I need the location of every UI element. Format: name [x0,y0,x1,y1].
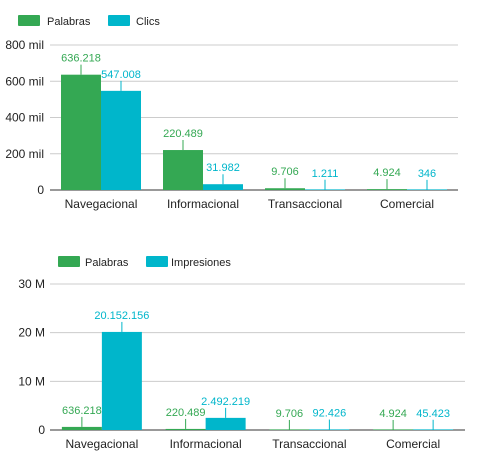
y-tick-label: 10 M [18,374,45,388]
legend-label-palabras: Palabras [85,257,129,269]
data-label: 31.982 [206,162,240,174]
data-label: 220.489 [166,407,206,419]
y-tick-label: 600 mil [5,74,44,88]
x-tick-label-transaccional: Transaccional [272,437,346,451]
data-label: 220.489 [163,128,203,140]
data-label: 92.426 [313,408,347,420]
data-label: 346 [418,168,436,180]
legend-label-palabras: Palabras [47,16,91,28]
bar-impresiones-navegacional [101,331,142,430]
chart-2: 0 10 M 20 M 30 M Palabras Impresiones 636.218 2… [18,256,465,451]
x-tick-label-comercial: Comercial [386,437,440,451]
data-label: 2.492.219 [201,396,250,408]
bar-palabras-transaccional [265,188,305,190]
data-label: 4.924 [373,167,401,179]
bar-clics-informacional [203,184,243,190]
x-tick-label-navegacional: Navegacional [65,197,138,211]
legend-swatch-palabras [18,15,40,26]
x-tick-label-transaccional: Transaccional [268,197,342,211]
data-label: 636.218 [61,53,101,65]
legend-label-impresiones: Impresiones [171,257,231,269]
bar-palabras-informacional [165,428,206,430]
bar-impresiones-transaccional [309,429,350,430]
data-label: 20.152.156 [94,310,149,322]
bar-impresiones-informacional [205,417,246,430]
y-tick-label: 20 M [18,326,45,340]
legend-swatch-impresiones [146,256,168,267]
data-label: 547.008 [101,69,141,81]
x-tick-label-informacional: Informacional [170,437,242,451]
legend-swatch-palabras [58,256,80,267]
y-tick-label: 800 mil [5,38,44,52]
bar-palabras-comercial [367,189,407,190]
bar-palabras-navegacional [61,426,102,430]
x-tick-label-informacional: Informacional [167,197,239,211]
data-label: 45.423 [416,408,450,420]
data-label: 9.706 [271,166,299,178]
bar-palabras-navegacional [61,74,101,190]
y-tick-label: 200 mil [5,147,44,161]
data-label: 4.924 [379,408,407,420]
data-label: 9.706 [276,408,304,420]
y-tick-label: 0 [37,183,44,197]
bar-palabras-informacional [163,150,203,190]
legend-swatch-clics [108,15,130,26]
legend-label-clics: Clics [136,16,160,28]
data-label: 1.211 [312,168,339,180]
y-tick-label: 400 mil [5,111,44,125]
y-tick-label: 30 M [18,277,45,291]
x-tick-label-comercial: Comercial [380,197,434,211]
data-label: 636.218 [62,405,102,417]
y-tick-label: 0 [38,423,45,437]
bar-clics-navegacional [101,90,141,190]
x-tick-label-navegacional: Navegacional [66,437,139,451]
